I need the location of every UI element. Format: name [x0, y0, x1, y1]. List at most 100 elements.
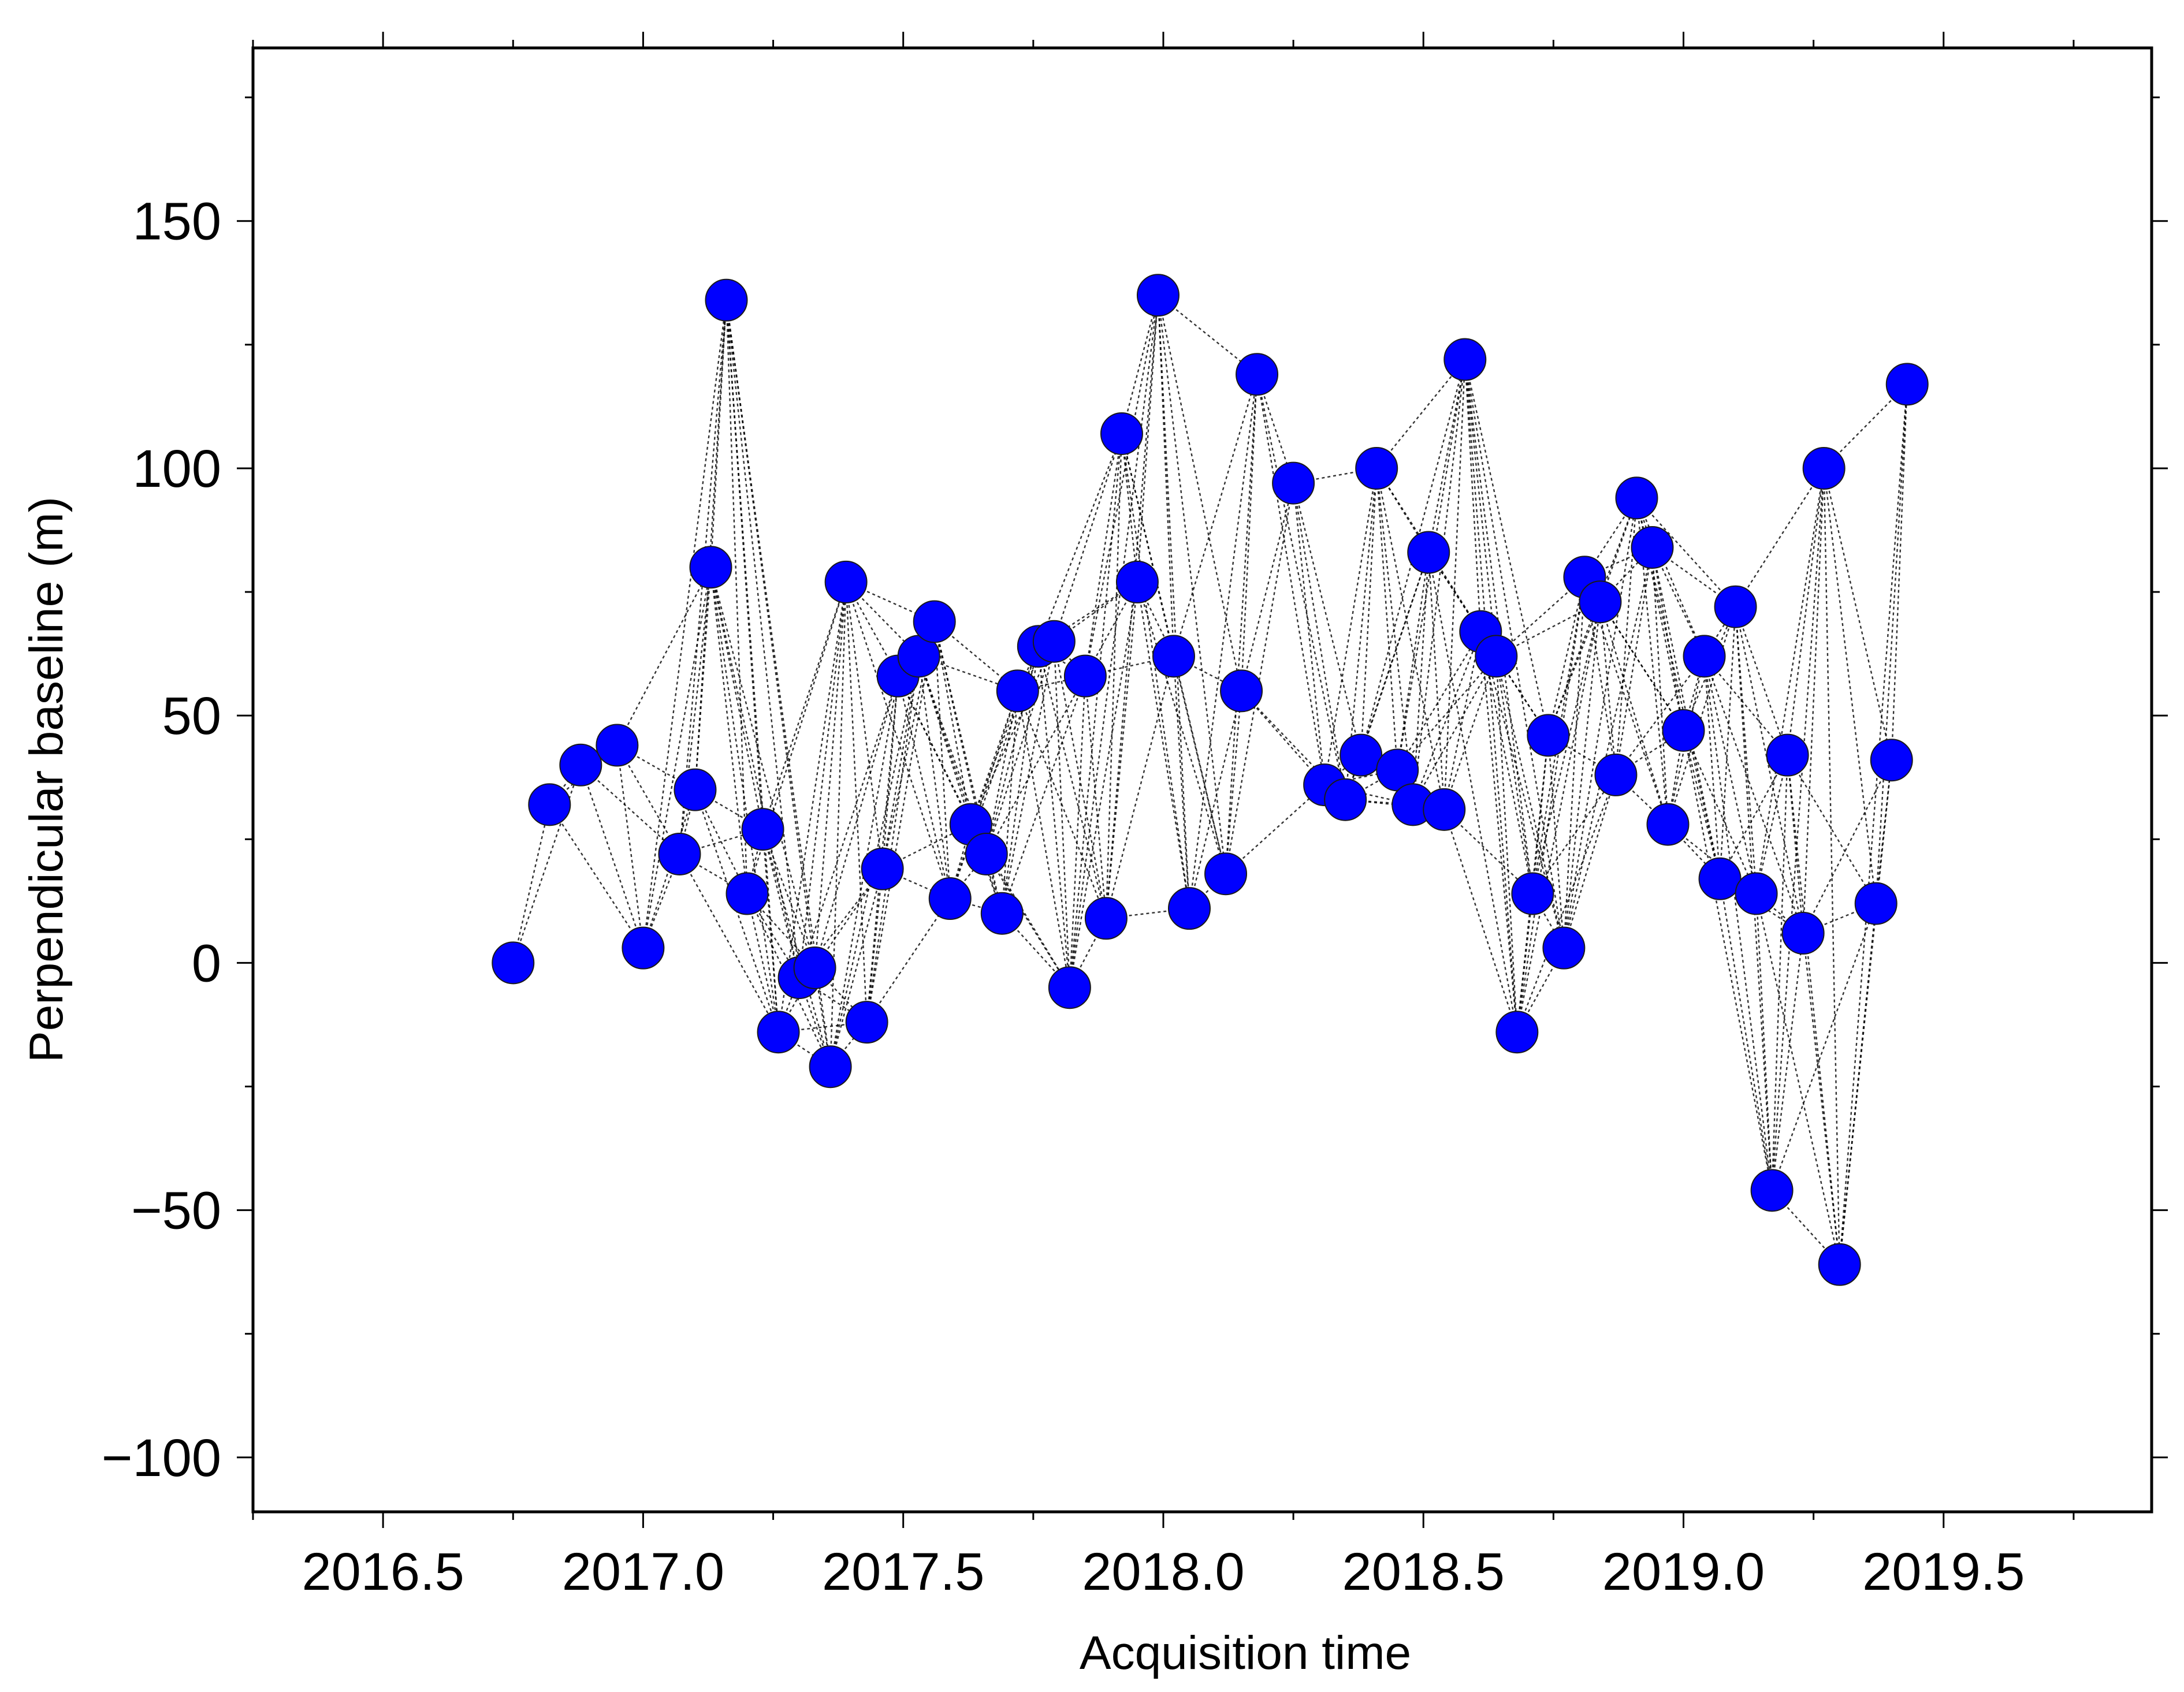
acquisition-point — [1423, 788, 1466, 831]
pair-edge — [1241, 690, 1346, 800]
acquisition-point — [1204, 852, 1248, 896]
acquisition-point — [1766, 733, 1809, 777]
pair-edge — [1615, 547, 1653, 776]
pair-edge — [970, 641, 1055, 825]
pair-edge — [1121, 433, 1190, 909]
acquisition-point — [1698, 857, 1742, 900]
pair-edge — [1755, 893, 1773, 1191]
pair-edge — [1136, 295, 1159, 583]
acquisition-point — [1511, 872, 1554, 915]
pair-edge — [897, 676, 987, 855]
pair-edge — [866, 621, 935, 1023]
acquisition-point — [1136, 274, 1180, 317]
pair-edge — [1823, 468, 1877, 904]
pair-edge — [918, 656, 972, 825]
pair-edge — [1683, 730, 1757, 894]
pair-edge — [1755, 893, 1804, 934]
y-tick-label: −50 — [131, 1182, 221, 1240]
acquisition-point — [725, 872, 769, 915]
pair-edge — [1802, 468, 1825, 934]
pair-edge — [1464, 359, 1549, 736]
acquisition-point — [559, 743, 602, 787]
pair-edge — [1292, 483, 1362, 755]
pair-edge — [1464, 359, 1497, 657]
acquisition-point — [1781, 911, 1825, 955]
pair-edge — [985, 641, 1055, 855]
acquisition-point — [741, 808, 784, 851]
pair-edge — [1188, 691, 1242, 909]
pair-edge — [1397, 655, 1497, 771]
pair-edge — [1121, 433, 1175, 657]
acquisition-point — [1662, 709, 1705, 752]
acquisition-point — [757, 1011, 800, 1054]
pair-edge — [1225, 483, 1294, 874]
pair-edge — [1157, 295, 1190, 909]
pair-edge — [1001, 676, 1087, 914]
pair-edge — [1584, 577, 1617, 776]
acquisition-point — [1100, 412, 1143, 456]
acquisition-point — [1063, 654, 1107, 698]
acquisition-point — [1631, 526, 1674, 569]
acquisition-point — [1854, 882, 1897, 925]
pair-edge — [1480, 631, 1534, 894]
tick-labels: 2016.5 2017.0 2017.5 2018.0 2018.5 2019.0 2019… — [102, 192, 2025, 1601]
pair-edge — [1875, 384, 1908, 904]
pair-edge — [1703, 656, 1721, 879]
pair-edge — [1376, 468, 1445, 810]
acquisition-point — [1236, 353, 1279, 396]
pair-edge — [1532, 577, 1586, 894]
pair-edge — [1360, 552, 1430, 756]
pair-edge — [1787, 755, 1804, 934]
y-tick-label: 100 — [133, 439, 222, 498]
pair-edge — [710, 567, 764, 830]
pair-edge — [1069, 295, 1159, 988]
pair-edge — [1771, 933, 1804, 1191]
x-tick-label: 2016.5 — [302, 1542, 464, 1601]
acquisition-point — [1475, 635, 1518, 678]
pair-edge — [1443, 809, 1518, 1033]
acquisition-point — [1355, 446, 1398, 490]
pair-edge — [1547, 577, 1586, 736]
pair-edge — [1375, 468, 1398, 770]
pair-edge — [1771, 903, 1877, 1191]
pair-edge — [1703, 655, 1804, 934]
pair-edge — [725, 300, 779, 1033]
acquisition-point — [1220, 669, 1263, 713]
pair-edge — [1599, 601, 1684, 731]
acquisition-point — [1542, 926, 1586, 970]
pair-edge — [710, 567, 748, 894]
pair-edge — [1703, 656, 1757, 894]
pair-edge — [1532, 601, 1601, 894]
pair-edge — [866, 656, 920, 1023]
pair-edge — [512, 804, 550, 963]
pair-edge — [845, 582, 868, 1023]
pair-edge — [1136, 582, 1227, 874]
pair-edge — [746, 893, 779, 1033]
acquisition-point — [1152, 635, 1195, 678]
pair-edge — [1173, 656, 1227, 874]
acquisition-point — [1735, 872, 1778, 915]
pair-edge — [949, 690, 1018, 899]
pair-edge — [725, 300, 831, 1067]
acquisition-point — [965, 832, 1008, 875]
pair-edge — [1397, 552, 1430, 770]
pair-edge — [1651, 547, 1684, 731]
acquisition-point — [1818, 1243, 1861, 1286]
pair-edge — [846, 581, 935, 623]
pair-edge — [710, 300, 727, 568]
acquisition-point — [793, 946, 836, 989]
pair-edge — [1787, 755, 1877, 904]
acquisition-point — [1495, 1011, 1539, 1054]
pair-edge — [762, 582, 847, 830]
plot-frame — [251, 46, 2153, 1514]
acquisition-point — [824, 560, 868, 603]
pair-edge — [1636, 497, 1705, 657]
acquisition-point — [809, 1045, 852, 1089]
pair-edge — [1037, 646, 1071, 988]
pair-edge — [1516, 948, 1565, 1033]
pair-edge — [1735, 606, 1804, 934]
pair-edge — [1225, 374, 1258, 874]
pair-edge — [679, 854, 779, 1033]
pair-edge — [694, 567, 712, 790]
acquisition-point — [928, 877, 972, 920]
